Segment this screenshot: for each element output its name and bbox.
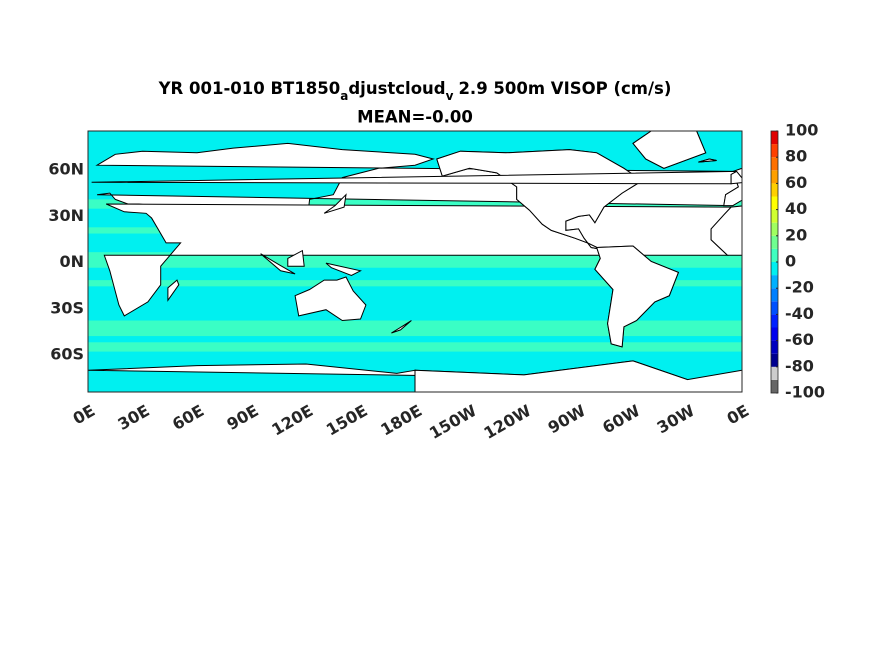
lon-label: 90E bbox=[223, 401, 261, 434]
colorbar-segment bbox=[771, 235, 778, 249]
land bbox=[698, 158, 717, 163]
colorbar-segment bbox=[771, 131, 778, 145]
lon-label: 30E bbox=[114, 401, 152, 434]
title-part: djustcloud bbox=[348, 79, 445, 98]
lat-label: 60N bbox=[48, 160, 84, 179]
colorbar-segment bbox=[771, 170, 778, 184]
ocean-band bbox=[88, 252, 742, 268]
ocean-band bbox=[88, 199, 742, 209]
colorbar-tick-label: -60 bbox=[785, 330, 814, 349]
colorbar-segment bbox=[771, 209, 778, 223]
map bbox=[88, 131, 833, 392]
colorbar-segment bbox=[771, 353, 778, 367]
colorbar-segment bbox=[771, 144, 778, 158]
title: YR 001-010 BT1850adjustcloudv 2.9 500m VI… bbox=[158, 79, 672, 103]
colorbar-tick-label: -40 bbox=[785, 304, 814, 323]
title-part: 2.9 500m VISOP (cm/s) bbox=[458, 79, 671, 98]
land bbox=[710, 205, 742, 256]
lat-label: 30S bbox=[50, 298, 84, 317]
colorbar-segment bbox=[771, 222, 778, 236]
land bbox=[323, 193, 347, 214]
land bbox=[632, 131, 707, 169]
colorbar-segment bbox=[771, 366, 778, 380]
colorbar-segment bbox=[771, 301, 778, 315]
colorbar-segment bbox=[771, 262, 778, 276]
lon-label: 90W bbox=[545, 401, 589, 438]
colorbar-segment bbox=[771, 379, 778, 393]
land bbox=[822, 280, 833, 300]
colorbar-segment bbox=[771, 275, 778, 289]
subtitle: MEAN=-0.00 bbox=[357, 108, 473, 127]
map-frame bbox=[87, 130, 743, 393]
title-part: YR 001-010 BT1850 bbox=[158, 79, 341, 98]
land bbox=[294, 276, 367, 322]
colorbar-tick-label: -80 bbox=[785, 356, 814, 375]
colorbar-segment bbox=[771, 196, 778, 210]
colorbar-segment bbox=[771, 183, 778, 197]
lon-label: 150W bbox=[426, 401, 480, 443]
colorbar-segment bbox=[771, 327, 778, 341]
lon-label: 120W bbox=[481, 401, 535, 443]
colorbar-segment bbox=[771, 314, 778, 328]
lat-label: 60S bbox=[50, 345, 84, 364]
land bbox=[325, 262, 362, 277]
colorbar-segment bbox=[771, 288, 778, 302]
colorbar: 100 80 60 40 20 0 -20 -40 -60 -80 -100 bbox=[770, 121, 825, 402]
ocean-band bbox=[88, 342, 742, 352]
lon-label: 60W bbox=[599, 401, 643, 438]
land bbox=[594, 245, 680, 348]
colorbar-tick-label: 40 bbox=[785, 199, 807, 218]
lon-label: 150E bbox=[323, 401, 371, 440]
colorbar-tick-label: 100 bbox=[785, 121, 818, 140]
lon-label: 0E bbox=[724, 401, 753, 428]
title-subscript: a bbox=[340, 89, 348, 103]
colorbar-tick-label: 80 bbox=[785, 147, 807, 166]
colorbar-tick-label: -20 bbox=[785, 278, 814, 297]
land bbox=[287, 249, 305, 267]
land bbox=[167, 279, 180, 302]
colorbar-segment bbox=[771, 248, 778, 262]
land bbox=[730, 170, 742, 185]
land bbox=[391, 320, 412, 334]
ocean-band bbox=[88, 280, 742, 287]
lon-label: 0E bbox=[70, 401, 99, 428]
lat-label: 30N bbox=[48, 206, 84, 225]
title-subscript: v bbox=[446, 89, 454, 103]
lat-label: 0N bbox=[59, 252, 84, 271]
lon-label: 30W bbox=[654, 401, 698, 438]
colorbar-tick-label: -100 bbox=[785, 383, 825, 402]
lon-label: 180E bbox=[377, 401, 425, 440]
colorbar-tick-label: 60 bbox=[785, 173, 807, 192]
colorbar-tick-label: 20 bbox=[785, 225, 807, 244]
land bbox=[414, 360, 742, 392]
ocean-band bbox=[88, 320, 742, 337]
land bbox=[260, 253, 296, 275]
colorbar-segment bbox=[771, 340, 778, 354]
colorbar-tick-label: 0 bbox=[785, 252, 796, 271]
lon-label: 60E bbox=[169, 401, 207, 434]
lon-label: 120E bbox=[268, 401, 316, 440]
colorbar-segment bbox=[771, 157, 778, 171]
